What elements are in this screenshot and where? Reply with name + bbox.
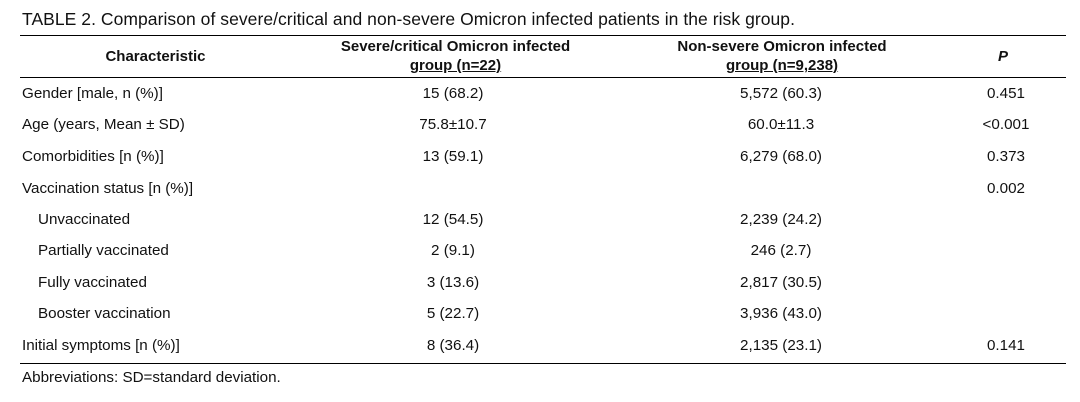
row-p-value: 0.141	[986, 337, 1025, 354]
header-severe-line1: Severe/critical Omicron infected	[340, 38, 571, 55]
row-severe-value: 2 (9.1)	[431, 242, 475, 259]
row-label: Initial symptoms [n (%)]	[22, 337, 180, 354]
row-p-value: 0.373	[986, 148, 1025, 165]
row-label: Fully vaccinated	[38, 274, 147, 291]
table-row-gender: Gender [male, n (%)] 15 (68.2) 5,572 (60…	[20, 79, 1066, 110]
row-nonsevere-value: 6,279 (68.0)	[740, 148, 822, 165]
header-nonsevere-line2: group (n=9,238)	[632, 56, 932, 75]
row-p-value: <0.001	[982, 116, 1030, 133]
row-label: Partially vaccinated	[38, 242, 169, 259]
table-row-initial-symptoms: Initial symptoms [n (%)] 8 (36.4) 2,135 …	[20, 331, 1066, 362]
row-severe-value: 5 (22.7)	[426, 305, 480, 322]
header-severe-line2-text: group (n=22)	[409, 57, 502, 74]
table-row-vaccination-status: Vaccination status [n (%)] 0.002	[20, 174, 1066, 205]
row-severe-value: 75.8±10.7	[419, 116, 487, 133]
table-caption: TABLE 2. Comparison of severe/critical a…	[22, 9, 795, 29]
row-nonsevere-value: 2,239 (24.2)	[740, 211, 822, 228]
row-label: Age (years, Mean ± SD)	[22, 116, 185, 133]
row-nonsevere-value: 60.0±11.3	[747, 116, 815, 133]
row-label: Comorbidities [n (%)]	[22, 148, 164, 165]
header-severe-group: Severe/critical Omicron infected group (…	[317, 37, 594, 75]
header-characteristic: Characteristic	[105, 48, 206, 65]
row-nonsevere-value: 246 (2.7)	[750, 242, 812, 259]
row-label: Vaccination status [n (%)]	[22, 180, 194, 197]
row-label: Gender [male, n (%)]	[22, 85, 163, 102]
row-nonsevere-value: 3,936 (43.0)	[740, 305, 822, 322]
table-row-booster-vaccination: Booster vaccination 5 (22.7) 3,936 (43.0…	[20, 299, 1066, 330]
header-p-value: P	[997, 48, 1008, 65]
table-row-partially-vaccinated: Partially vaccinated 2 (9.1) 246 (2.7)	[20, 236, 1066, 267]
row-label: Unvaccinated	[38, 211, 131, 228]
row-severe-value: 13 (59.1)	[422, 148, 484, 165]
table-row-fully-vaccinated: Fully vaccinated 3 (13.6) 2,817 (30.5)	[20, 268, 1066, 299]
row-nonsevere-value: 5,572 (60.3)	[740, 85, 822, 102]
header-severe-line2: group (n=22)	[317, 56, 594, 75]
table-footnote: Abbreviations: SD=standard deviation.	[22, 369, 281, 386]
row-severe-value: 12 (54.5)	[422, 211, 484, 228]
header-nonsevere-line1: Non-severe Omicron infected	[677, 38, 887, 55]
header-nonsevere-group: Non-severe Omicron infected group (n=9,2…	[632, 37, 932, 75]
table-header-rule	[20, 77, 1066, 78]
header-nonsevere-line2-text: group (n=9,238)	[725, 57, 839, 74]
row-nonsevere-value: 2,817 (30.5)	[740, 274, 822, 291]
row-severe-value: 3 (13.6)	[426, 274, 480, 291]
table-row-age: Age (years, Mean ± SD) 75.8±10.7 60.0±11…	[20, 110, 1066, 141]
table-row-comorbidities: Comorbidities [n (%)] 13 (59.1) 6,279 (6…	[20, 142, 1066, 173]
table-row-unvaccinated: Unvaccinated 12 (54.5) 2,239 (24.2)	[20, 205, 1066, 236]
table-bottom-rule	[20, 363, 1066, 364]
row-nonsevere-value: 2,135 (23.1)	[740, 337, 822, 354]
table-top-rule	[20, 35, 1066, 36]
row-severe-value: 8 (36.4)	[426, 337, 480, 354]
row-label: Booster vaccination	[38, 305, 171, 322]
row-p-value: 0.451	[986, 85, 1025, 102]
row-severe-value: 15 (68.2)	[422, 85, 484, 102]
row-p-value: 0.002	[986, 180, 1025, 197]
